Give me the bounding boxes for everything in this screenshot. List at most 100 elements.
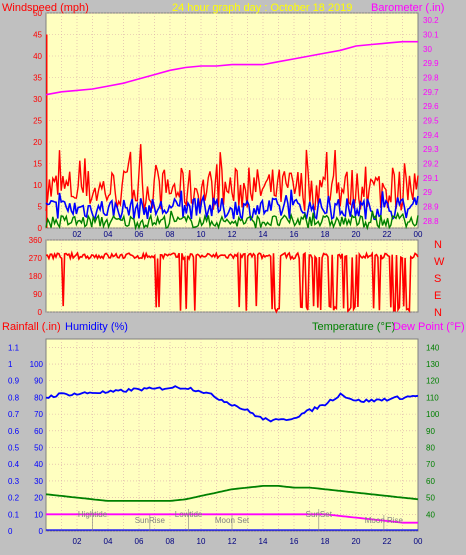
windspeed-tick: 5 <box>38 203 43 212</box>
time-tick: 12 <box>228 537 237 546</box>
humidity-tick: 20 <box>34 494 43 503</box>
temperature-tick: 80 <box>426 444 435 453</box>
compass-n-top: N <box>434 239 442 251</box>
windspeed-tick: 30 <box>33 95 42 104</box>
annotation-label: SunSet <box>306 510 333 519</box>
windspeed-tick: 25 <box>33 117 42 126</box>
temperature-title: Temperature (°F) <box>312 321 395 333</box>
barometer-tick: 29.4 <box>423 131 439 140</box>
annotation-label: SunRise <box>135 516 166 525</box>
wind-time-axis: 02 04 06 08 10 12 14 16 18 20 22 00 <box>73 230 423 239</box>
rainfall-tick: 1.1 <box>8 343 20 352</box>
barometer-tick: 29.5 <box>423 117 439 126</box>
annotation-label: Moon Set <box>215 516 250 525</box>
humidity-tick: 40 <box>34 460 43 469</box>
rainfall-tick: 0.5 <box>8 444 20 453</box>
rainfall-axis: 0 0.1 0.2 0.3 0.4 0.5 0.6 0.7 0.8 0.9 1 1.1 <box>8 343 20 536</box>
rainfall-tick: 0.6 <box>8 427 20 436</box>
barometer-tick: 29.1 <box>423 174 439 183</box>
time-tick: 16 <box>290 537 299 546</box>
annotation-label: Lowtide <box>175 510 203 519</box>
time-tick: 14 <box>259 230 268 239</box>
humidity-tick: 30 <box>34 477 43 486</box>
rainfall-tick: 0.2 <box>8 494 20 503</box>
rainfall-tick: 0.3 <box>8 477 20 486</box>
humidity-title: Humidity (%) <box>65 321 128 333</box>
avg-wind-line <box>45 210 419 231</box>
temperature-line <box>45 484 419 502</box>
time-tick: 12 <box>228 230 237 239</box>
direction-tick: 180 <box>29 272 43 281</box>
barometer-tick: 29.2 <box>423 160 439 169</box>
time-tick: 06 <box>135 230 144 239</box>
humidity-tick: 10 <box>34 510 43 519</box>
time-tick: 08 <box>166 230 175 239</box>
compass-e: E <box>434 290 441 302</box>
compass-s: S <box>434 273 441 285</box>
time-tick: 22 <box>383 230 392 239</box>
humidity-axis: 0 10 20 30 40 50 60 70 80 90 100 <box>30 360 44 536</box>
direction-line <box>45 250 419 314</box>
barometer-axis: 28.8 28.9 29 29.1 29.2 29.3 29.4 29.5 29.6 29.7 29… <box>423 16 439 226</box>
windspeed-tick: 50 <box>33 9 42 18</box>
barometer-tick: 29 <box>423 188 432 197</box>
barometer-tick: 29.6 <box>423 102 439 111</box>
humidity-tick: 0 <box>39 527 44 536</box>
rainfall-tick: 0 <box>8 527 13 536</box>
time-tick: 00 <box>414 537 423 546</box>
windspeed-tick: 15 <box>33 160 42 169</box>
time-tick: 06 <box>135 537 144 546</box>
barometer-title: Barometer (.in) <box>371 2 444 14</box>
humidity-line <box>45 385 419 423</box>
time-tick: 22 <box>383 537 392 546</box>
rainfall-tick: 0.8 <box>8 393 20 402</box>
direction-tick: 0 <box>38 308 43 317</box>
temperature-tick: 70 <box>426 460 435 469</box>
humidity-tick: 100 <box>30 360 44 369</box>
direction-series <box>45 250 419 314</box>
time-tick: 08 <box>166 537 175 546</box>
barometer-tick: 29.8 <box>423 74 439 83</box>
direction-tick: 270 <box>29 254 43 263</box>
annotation-label: Moon Rise <box>365 516 404 525</box>
temperature-tick: 50 <box>426 494 435 503</box>
time-tick: 00 <box>414 230 423 239</box>
barometer-tick: 29.9 <box>423 59 439 68</box>
temperature-tick: 40 <box>426 510 435 519</box>
windspeed-tick: 45 <box>33 31 42 40</box>
wind-series <box>45 34 419 231</box>
temperature-tick: 60 <box>426 477 435 486</box>
humidity-time-axis: 02 04 06 08 10 12 14 16 18 20 22 00 <box>73 537 423 546</box>
direction-axis: 360 270 180 90 0 <box>29 236 43 317</box>
time-tick: 10 <box>197 230 206 239</box>
time-tick: 20 <box>352 230 361 239</box>
dewpoint-title: Dew Point (°F) <box>393 321 465 333</box>
barometer-tick: 30.1 <box>423 31 439 40</box>
rainfall-tick: 0.7 <box>8 410 20 419</box>
windspeed-line <box>45 144 419 211</box>
windspeed-tick: 35 <box>33 74 42 83</box>
humidity-tick: 80 <box>34 393 43 402</box>
temperature-tick: 100 <box>426 410 440 419</box>
humidity-tick: 70 <box>34 410 43 419</box>
time-tick: 16 <box>290 230 299 239</box>
windspeed-tick: 0 <box>38 224 43 233</box>
humidity-tick: 90 <box>34 377 43 386</box>
rainfall-tick: 0.1 <box>8 510 20 519</box>
barometer-tick: 28.8 <box>423 217 439 226</box>
compass-n-bottom: N <box>434 307 442 319</box>
direction-tick: 90 <box>33 290 42 299</box>
windspeed-tick: 40 <box>33 52 42 61</box>
time-tick: 18 <box>321 537 330 546</box>
barometer-tick: 29.3 <box>423 145 439 154</box>
rainfall-tick: 0.4 <box>8 460 20 469</box>
event-annotations: Hightide SunRise Lowtide Moon Set SunSet Moon… <box>78 509 404 531</box>
temperature-tick: 130 <box>426 360 440 369</box>
barometer-tick: 28.9 <box>423 203 439 212</box>
barometer-tick: 30.2 <box>423 16 439 25</box>
temperature-tick: 90 <box>426 427 435 436</box>
dew-point-line <box>46 513 418 524</box>
direction-tick: 360 <box>29 236 43 245</box>
barometer-tick: 30 <box>423 45 432 54</box>
humidity-grid <box>46 339 418 532</box>
